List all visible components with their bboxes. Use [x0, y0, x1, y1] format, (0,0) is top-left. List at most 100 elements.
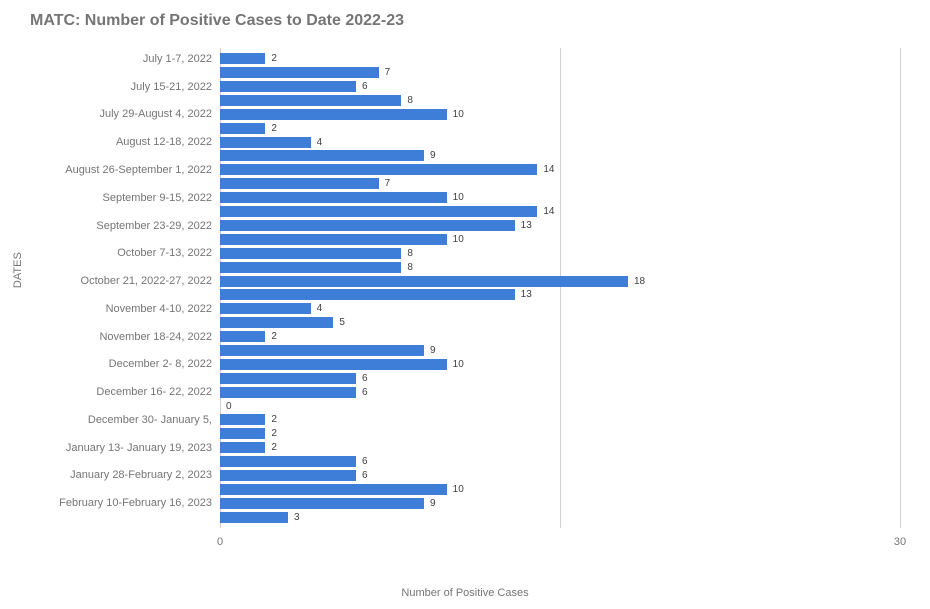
bar[interactable]: 2 — [220, 331, 265, 342]
bar-row: 2 — [220, 427, 900, 441]
bar-row: 10 — [220, 358, 900, 372]
bar[interactable]: 2 — [220, 53, 265, 64]
bar[interactable]: 6 — [220, 81, 356, 92]
bar[interactable]: 10 — [220, 192, 447, 203]
bar-value-label: 9 — [430, 498, 436, 509]
bar-row: 2 — [220, 330, 900, 344]
bar-row: 10 — [220, 191, 900, 205]
bar-row: 10 — [220, 483, 900, 497]
bar[interactable]: 8 — [220, 248, 401, 259]
bar[interactable]: 10 — [220, 234, 447, 245]
bar[interactable]: 2 — [220, 442, 265, 453]
y-tick-label: August 26-September 1, 2022 — [65, 164, 212, 176]
bar-value-label: 6 — [362, 373, 368, 384]
x-tick-label: 30 — [894, 536, 906, 548]
bar[interactable]: 9 — [220, 498, 424, 509]
bar-row: 6 — [220, 469, 900, 483]
bar[interactable]: 8 — [220, 262, 401, 273]
bar[interactable]: 6 — [220, 470, 356, 481]
bar-value-label: 2 — [271, 53, 277, 64]
bar[interactable]: 2 — [220, 428, 265, 439]
bar-value-label: 9 — [430, 345, 436, 356]
y-tick-label: December 30- January 5, — [88, 414, 212, 426]
bar-value-label: 7 — [385, 67, 391, 78]
bar-value-label: 8 — [407, 248, 413, 259]
bar-row: 8 — [220, 260, 900, 274]
bar[interactable]: 10 — [220, 484, 447, 495]
y-tick-label: July 15-21, 2022 — [131, 81, 212, 93]
y-tick-label: January 28-February 2, 2023 — [70, 469, 212, 481]
bar-value-label: 6 — [362, 387, 368, 398]
chart-plot-area: 2768102491471014131088181345291066022266… — [220, 48, 900, 548]
bar-row: 4 — [220, 135, 900, 149]
bar-row: 6 — [220, 80, 900, 94]
bar[interactable]: 10 — [220, 359, 447, 370]
bar-row: 13 — [220, 288, 900, 302]
bars-container: 2768102491471014131088181345291066022266… — [220, 52, 900, 524]
bar[interactable]: 6 — [220, 456, 356, 467]
bar-value-label: 2 — [271, 428, 277, 439]
bar[interactable]: 10 — [220, 109, 447, 120]
bar[interactable]: 4 — [220, 303, 311, 314]
bar[interactable]: 3 — [220, 512, 288, 523]
bar-row: 2 — [220, 121, 900, 135]
bar-value-label: 7 — [385, 178, 391, 189]
bar-row: 6 — [220, 371, 900, 385]
gridline — [900, 48, 901, 528]
bar-row: 9 — [220, 497, 900, 511]
bar-row: 2 — [220, 413, 900, 427]
bar-row: 3 — [220, 510, 900, 524]
y-tick-label: September 9-15, 2022 — [103, 192, 212, 204]
bar-row: 10 — [220, 233, 900, 247]
bar-value-label: 10 — [453, 359, 464, 370]
y-tick-label: December 16- 22, 2022 — [96, 386, 212, 398]
bar[interactable]: 9 — [220, 345, 424, 356]
bar[interactable]: 4 — [220, 137, 311, 148]
y-tick-label: September 23-29, 2022 — [96, 220, 212, 232]
bar-value-label: 6 — [362, 456, 368, 467]
bar[interactable]: 7 — [220, 67, 379, 78]
bar[interactable]: 6 — [220, 373, 356, 384]
bar-value-label: 14 — [543, 206, 554, 217]
bar-value-label: 10 — [453, 192, 464, 203]
bar[interactable]: 5 — [220, 317, 333, 328]
bar-row: 8 — [220, 246, 900, 260]
bar[interactable]: 18 — [220, 276, 628, 287]
bar[interactable]: 8 — [220, 95, 401, 106]
bar[interactable]: 2 — [220, 414, 265, 425]
bar-row: 5 — [220, 316, 900, 330]
bar-row: 2 — [220, 441, 900, 455]
bar-value-label: 0 — [226, 401, 232, 412]
bar-value-label: 2 — [271, 331, 277, 342]
x-tick-label: 0 — [217, 536, 223, 548]
bar[interactable]: 7 — [220, 178, 379, 189]
y-tick-label: December 2- 8, 2022 — [109, 358, 212, 370]
bar[interactable]: 13 — [220, 289, 515, 300]
bar[interactable]: 9 — [220, 150, 424, 161]
bar-value-label: 6 — [362, 470, 368, 481]
bar-row: 9 — [220, 344, 900, 358]
y-tick-label: July 29-August 4, 2022 — [99, 108, 212, 120]
bar-value-label: 3 — [294, 512, 300, 523]
bar-value-label: 9 — [430, 150, 436, 161]
y-tick-label: February 10-February 16, 2023 — [59, 497, 212, 509]
bar-row: 7 — [220, 177, 900, 191]
bar-value-label: 5 — [339, 317, 345, 328]
bar[interactable]: 14 — [220, 164, 537, 175]
bar-row: 9 — [220, 149, 900, 163]
bar[interactable]: 6 — [220, 387, 356, 398]
bar-row: 10 — [220, 108, 900, 122]
bar-row: 8 — [220, 94, 900, 108]
bar-value-label: 10 — [453, 109, 464, 120]
bar-value-label: 13 — [521, 220, 532, 231]
y-tick-label: January 13- January 19, 2023 — [66, 442, 212, 454]
bar-value-label: 10 — [453, 234, 464, 245]
bar[interactable]: 2 — [220, 123, 265, 134]
bar-value-label: 8 — [407, 262, 413, 273]
bar-row: 6 — [220, 385, 900, 399]
bar[interactable]: 13 — [220, 220, 515, 231]
x-axis-title: Number of Positive Cases — [401, 587, 528, 599]
bar-row: 6 — [220, 455, 900, 469]
bar[interactable]: 14 — [220, 206, 537, 217]
y-tick-label: October 21, 2022-27, 2022 — [81, 275, 212, 287]
